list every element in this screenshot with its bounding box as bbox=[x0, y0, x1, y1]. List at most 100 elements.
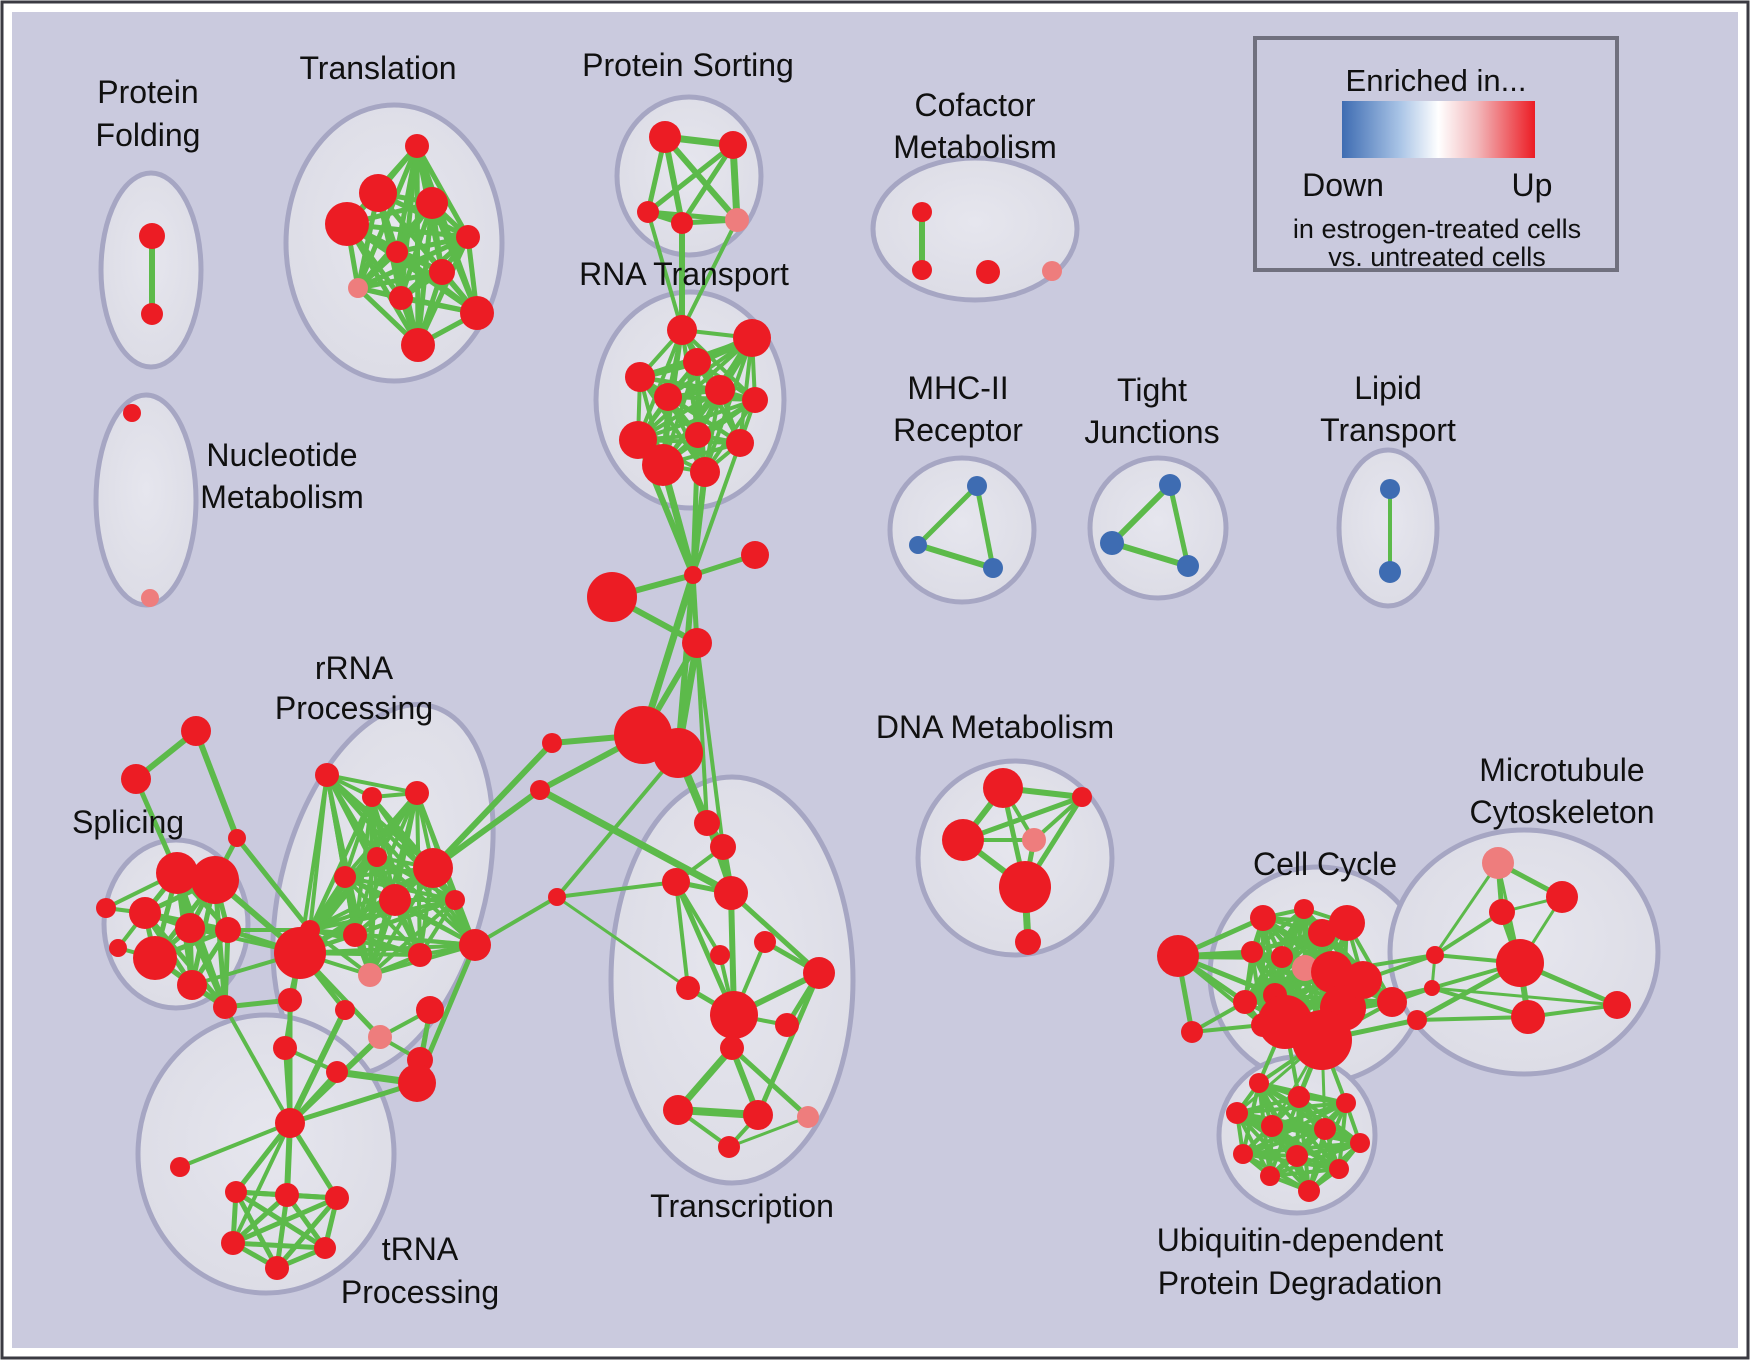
node-r13[interactable] bbox=[335, 1000, 355, 1020]
node-tr10[interactable] bbox=[775, 1013, 799, 1037]
node-cx7[interactable] bbox=[548, 888, 566, 906]
node-mc4[interactable] bbox=[1496, 939, 1544, 987]
node-ps3[interactable] bbox=[637, 201, 659, 223]
node-tl6[interactable] bbox=[386, 241, 408, 263]
node-mh1[interactable] bbox=[967, 476, 987, 496]
node-ub5[interactable] bbox=[1261, 1115, 1283, 1137]
node-nm1[interactable] bbox=[123, 404, 141, 422]
node-st2[interactable] bbox=[121, 764, 151, 794]
node-tj3[interactable] bbox=[1177, 555, 1199, 577]
node-cx1[interactable] bbox=[684, 566, 702, 584]
node-mc2[interactable] bbox=[1546, 881, 1578, 913]
node-sp5[interactable] bbox=[215, 917, 241, 943]
node-ps5[interactable] bbox=[725, 208, 749, 232]
node-cf3[interactable] bbox=[976, 260, 1000, 284]
node-tr5[interactable] bbox=[754, 931, 776, 953]
node-dn5[interactable] bbox=[999, 861, 1051, 913]
node-sp8[interactable] bbox=[213, 995, 237, 1019]
node-mcc2[interactable] bbox=[1424, 980, 1440, 996]
node-sp3[interactable] bbox=[129, 897, 161, 929]
node-mc1[interactable] bbox=[1482, 847, 1514, 879]
node-mcc3[interactable] bbox=[1407, 1010, 1427, 1030]
node-cc5[interactable] bbox=[1308, 919, 1336, 947]
node-cf1[interactable] bbox=[912, 202, 932, 222]
node-tr3[interactable] bbox=[662, 868, 690, 896]
node-ps2[interactable] bbox=[719, 131, 747, 159]
node-ub10[interactable] bbox=[1329, 1159, 1349, 1179]
node-tr2[interactable] bbox=[710, 834, 736, 860]
node-tl2[interactable] bbox=[359, 174, 397, 212]
node-rt3[interactable] bbox=[625, 362, 655, 392]
node-ub2[interactable] bbox=[1288, 1086, 1310, 1108]
node-r4[interactable] bbox=[367, 847, 387, 867]
node-cc9[interactable] bbox=[1311, 951, 1353, 993]
node-tr12[interactable] bbox=[663, 1095, 693, 1125]
node-sp6[interactable] bbox=[133, 936, 177, 980]
node-tl11[interactable] bbox=[401, 328, 435, 362]
node-cx3[interactable] bbox=[587, 572, 637, 622]
node-r1[interactable] bbox=[315, 763, 339, 787]
node-ub3[interactable] bbox=[1336, 1093, 1356, 1113]
node-cf4[interactable] bbox=[1042, 261, 1062, 281]
node-r3[interactable] bbox=[405, 781, 429, 805]
node-cc3[interactable] bbox=[1294, 899, 1314, 919]
node-ub12[interactable] bbox=[1298, 1180, 1320, 1202]
node-tr6[interactable] bbox=[803, 957, 835, 989]
node-rt6[interactable] bbox=[654, 383, 682, 411]
node-r2[interactable] bbox=[362, 787, 382, 807]
node-dn3[interactable] bbox=[942, 819, 984, 861]
node-tr15[interactable] bbox=[718, 1136, 740, 1158]
node-r11[interactable] bbox=[358, 963, 382, 987]
node-st3[interactable] bbox=[228, 829, 246, 847]
node-r10[interactable] bbox=[274, 927, 326, 979]
node-rt12[interactable] bbox=[690, 457, 720, 487]
node-r7[interactable] bbox=[379, 884, 411, 916]
node-cc6[interactable] bbox=[1241, 941, 1263, 963]
node-rt5[interactable] bbox=[705, 375, 735, 405]
node-pf2[interactable] bbox=[141, 303, 163, 325]
node-tj1[interactable] bbox=[1159, 474, 1181, 496]
node-tr14[interactable] bbox=[797, 1106, 819, 1128]
node-dn1[interactable] bbox=[983, 768, 1023, 808]
node-mh3[interactable] bbox=[983, 558, 1003, 578]
node-mcc1[interactable] bbox=[1426, 946, 1444, 964]
node-cf2[interactable] bbox=[912, 260, 932, 280]
node-chub2[interactable] bbox=[653, 728, 703, 778]
node-mc6[interactable] bbox=[1511, 1000, 1545, 1034]
node-r18[interactable] bbox=[459, 929, 491, 961]
node-cc15[interactable] bbox=[1292, 1010, 1352, 1070]
node-th5[interactable] bbox=[314, 1237, 336, 1259]
node-cx4[interactable] bbox=[682, 628, 712, 658]
node-st1[interactable] bbox=[181, 716, 211, 746]
node-ub8[interactable] bbox=[1350, 1133, 1370, 1153]
node-ps1[interactable] bbox=[649, 121, 681, 153]
node-sp7[interactable] bbox=[177, 970, 207, 1000]
node-tl7[interactable] bbox=[429, 259, 455, 285]
node-r17[interactable] bbox=[445, 890, 465, 910]
node-cc1[interactable] bbox=[1181, 1021, 1203, 1043]
node-tr13[interactable] bbox=[743, 1100, 773, 1130]
node-ub11[interactable] bbox=[1260, 1166, 1280, 1186]
node-tl8[interactable] bbox=[348, 278, 368, 298]
node-rt8[interactable] bbox=[619, 421, 657, 459]
node-tr8[interactable] bbox=[676, 976, 700, 1000]
node-cc10[interactable] bbox=[1233, 990, 1257, 1014]
node-thub[interactable] bbox=[275, 1108, 305, 1138]
node-tl3[interactable] bbox=[416, 187, 448, 219]
node-tl4[interactable] bbox=[325, 202, 369, 246]
node-ub6[interactable] bbox=[1314, 1118, 1336, 1140]
node-rt11[interactable] bbox=[642, 444, 684, 486]
node-cc16[interactable] bbox=[1344, 961, 1382, 999]
node-th2[interactable] bbox=[275, 1183, 299, 1207]
node-cc2[interactable] bbox=[1250, 905, 1276, 931]
node-ps4[interactable] bbox=[671, 212, 693, 234]
node-cc7[interactable] bbox=[1271, 946, 1293, 968]
node-tr9[interactable] bbox=[710, 991, 758, 1039]
node-th6[interactable] bbox=[265, 1256, 289, 1280]
node-r9[interactable] bbox=[343, 923, 367, 947]
node-nm2[interactable] bbox=[141, 589, 159, 607]
node-tlone[interactable] bbox=[170, 1157, 190, 1177]
node-r6[interactable] bbox=[413, 848, 453, 888]
node-sp9[interactable] bbox=[96, 898, 116, 918]
node-cc17[interactable] bbox=[1377, 987, 1407, 1017]
